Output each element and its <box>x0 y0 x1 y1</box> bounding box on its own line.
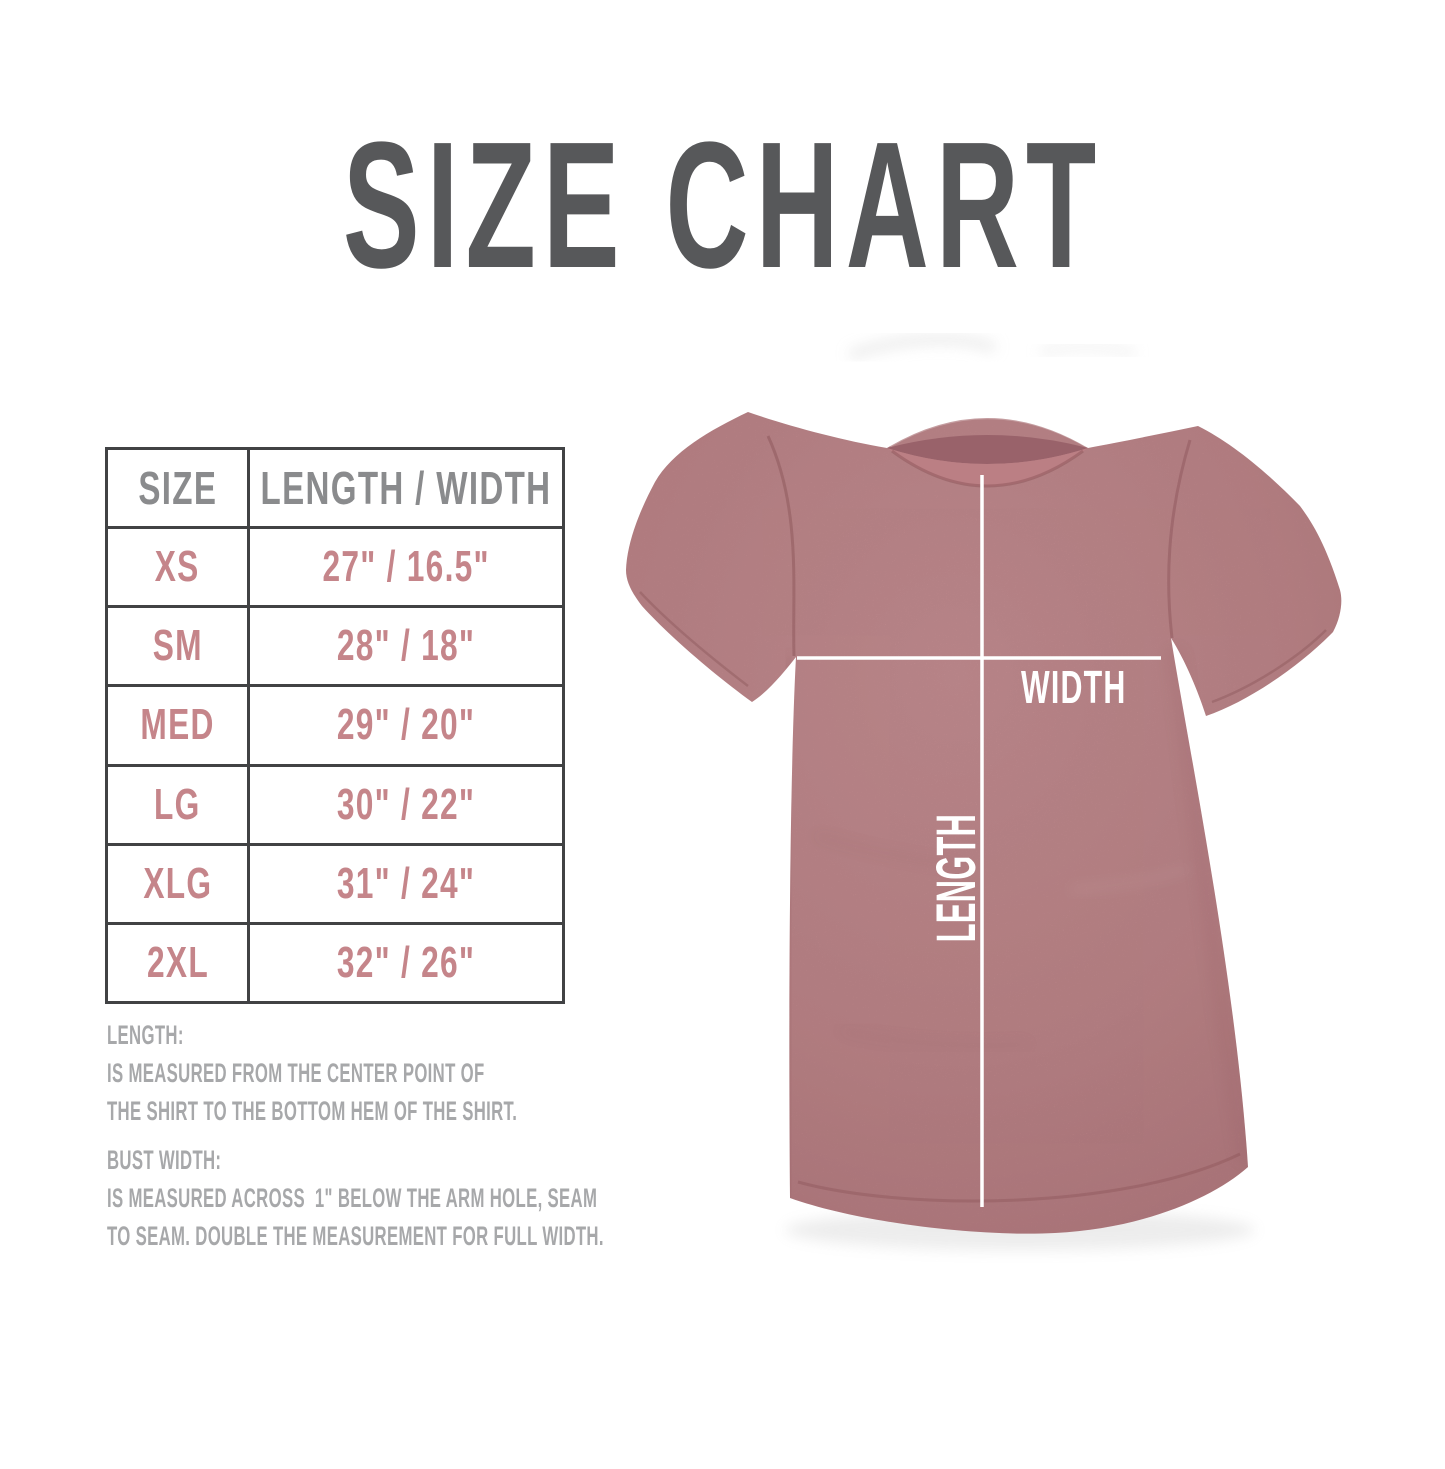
collar-seam <box>891 449 1084 488</box>
measurement-value: 31" / 24" <box>336 858 476 908</box>
table-row: XS 27" / 16.5" <box>108 526 562 606</box>
size-value: MED <box>140 700 215 750</box>
size-cell: XLG <box>108 845 250 922</box>
measurement-cell: 32" / 26" <box>250 925 562 1001</box>
table-row: XLG 31" / 24" <box>108 842 562 922</box>
collar-band <box>887 448 1088 487</box>
measurement-cell: 28" / 18" <box>250 608 562 684</box>
measurement-value: 32" / 26" <box>336 937 476 987</box>
table-row: LG 30" / 22" <box>108 763 562 843</box>
fabric-texture <box>626 412 1342 1234</box>
bust-note-label: BUST WIDTH: <box>107 1145 222 1175</box>
header-cell-size: SIZE <box>108 450 250 527</box>
length-note-line1: IS MEASURED FROM THE CENTER POINT OF <box>107 1058 485 1088</box>
measurement-value: 29" / 20" <box>336 700 476 750</box>
table-header-row: SIZE LENGTH / WIDTH <box>108 450 562 527</box>
size-cell: MED <box>108 687 250 764</box>
background-smudge <box>1039 343 1137 358</box>
collar-inside <box>887 435 1088 464</box>
bottom-hem-seam <box>797 1152 1241 1203</box>
right-side-shading <box>1168 649 1253 1162</box>
measurement-cell: 29" / 20" <box>250 687 562 763</box>
wrinkle <box>839 1027 1031 1049</box>
size-value: 2XL <box>146 937 209 987</box>
measurement-value: 28" / 18" <box>336 621 476 671</box>
right-armhole-seam <box>1167 439 1192 639</box>
size-value: XS <box>155 542 200 592</box>
tshirt-illustration <box>626 335 1342 1250</box>
width-label: WIDTH <box>1021 661 1127 713</box>
measurement-cell: 30" / 22" <box>250 767 562 843</box>
column-header-length-width: LENGTH / WIDTH <box>260 462 552 515</box>
size-cell: XS <box>108 529 250 606</box>
page-title: SIZE CHART <box>342 105 1103 306</box>
table-row: 2XL 32" / 26" <box>108 921 562 1001</box>
background-smudge <box>848 335 997 360</box>
length-label: LENGTH <box>924 813 987 943</box>
column-header-size: SIZE <box>138 462 217 515</box>
size-value: XLG <box>143 858 212 908</box>
size-value: LG <box>154 779 201 829</box>
size-cell: 2XL <box>108 924 250 1001</box>
table-row: MED 29" / 20" <box>108 684 562 764</box>
left-side-shading <box>779 659 798 1199</box>
bust-width-note: BUST WIDTH: IS MEASURED ACROSS 1" BELOW … <box>107 1141 604 1255</box>
measurement-value: 27" / 16.5" <box>322 542 490 592</box>
measurement-notes: LENGTH: IS MEASURED FROM THE CENTER POIN… <box>107 1016 667 1255</box>
bust-note-line1: IS MEASURED ACROSS 1" BELOW THE ARM HOLE… <box>107 1183 598 1213</box>
measurement-cell: 27" / 16.5" <box>250 529 562 605</box>
measurement-value: 30" / 22" <box>336 779 476 829</box>
size-table: SIZE LENGTH / WIDTH XS 27" / 16.5" SM 28… <box>105 447 565 1004</box>
table-row: SM 28" / 18" <box>108 605 562 685</box>
wrinkle <box>1069 865 1191 893</box>
measurement-cell: 31" / 24" <box>250 846 562 922</box>
collar-rim-highlight <box>889 416 1087 448</box>
bust-note-line2: TO SEAM. DOUBLE THE MEASUREMENT FOR FULL… <box>107 1221 604 1251</box>
page-title-row: SIZE CHART <box>0 116 1445 296</box>
header-cell-length-width: LENGTH / WIDTH <box>250 450 562 526</box>
size-cell: SM <box>108 608 250 685</box>
wrinkle <box>814 832 961 869</box>
left-armhole-seam <box>766 435 796 657</box>
right-cuff-seam <box>1211 629 1327 704</box>
length-note-line2: THE SHIRT TO THE BOTTOM HEM OF THE SHIRT… <box>107 1096 518 1126</box>
size-cell: LG <box>108 766 250 843</box>
size-value: SM <box>152 621 203 671</box>
length-note: LENGTH: IS MEASURED FROM THE CENTER POIN… <box>107 1016 518 1130</box>
length-note-label: LENGTH: <box>107 1020 184 1050</box>
left-cuff-seam <box>639 591 749 687</box>
